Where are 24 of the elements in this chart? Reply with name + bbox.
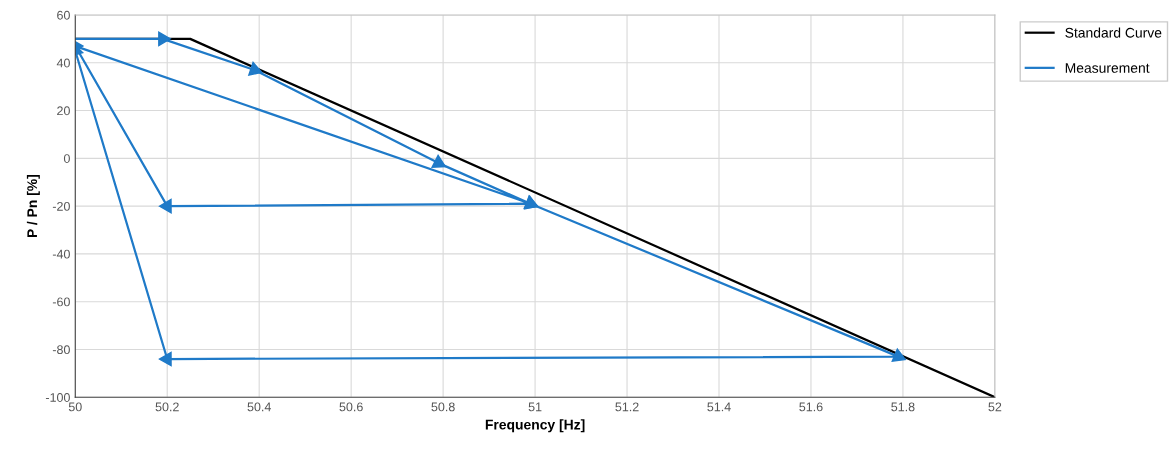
y-tick-label: 20 <box>57 106 70 116</box>
x-tick-label: 51 <box>528 402 542 412</box>
y-tick-label: -60 <box>52 297 70 307</box>
legend-label: Measurement <box>1065 63 1150 73</box>
y-tick-label: -40 <box>52 249 70 259</box>
x-tick-label: 50.4 <box>247 402 271 412</box>
x-tick-label: 50.2 <box>155 402 179 412</box>
y-tick-label: -80 <box>52 345 70 355</box>
x-tick-label: 51.8 <box>891 402 915 412</box>
x-tick-label: 50.8 <box>431 402 455 412</box>
y-tick-label: -20 <box>52 201 70 211</box>
x-tick-label: 50 <box>68 402 82 412</box>
y-tick-label: 40 <box>56 58 70 68</box>
x-tick-label: 50.6 <box>339 402 363 412</box>
y-tick-label: 60 <box>57 10 70 20</box>
y-axis-title: P / Pn [%] <box>26 174 40 238</box>
x-tick-label: 51.6 <box>799 402 823 412</box>
y-tick-label: -100 <box>45 393 70 402</box>
x-tick-label: 51.2 <box>615 402 639 412</box>
x-tick-label: 52 <box>988 402 1002 412</box>
legend-label: Standard Curve <box>1065 27 1162 38</box>
y-tick-label: 0 <box>63 154 70 163</box>
x-axis-title: Frequency [Hz] <box>485 419 585 433</box>
x-tick-label: 51.4 <box>707 402 731 412</box>
